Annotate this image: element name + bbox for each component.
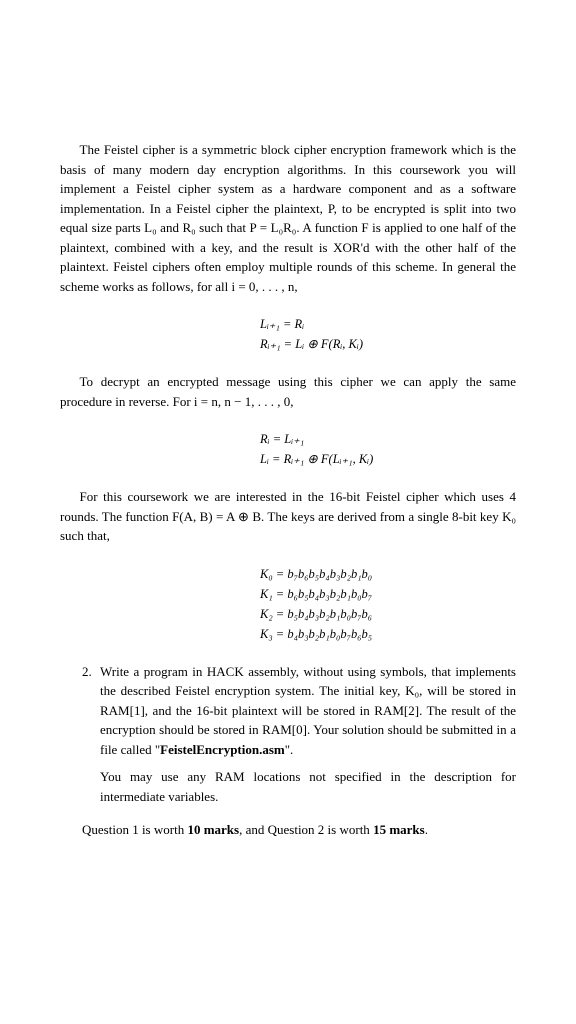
final-text-1: Question 1 is worth [82,822,187,837]
final-text-2: , and Question 2 is worth [239,822,373,837]
eq2-line2: Lᵢ = Rᵢ₊₁ ⊕ F(Lᵢ₊₁, Kᵢ) [260,449,516,469]
intro-paragraph: The Feistel cipher is a symmetric block … [60,140,516,296]
eq1-line1: Lᵢ₊₁ = Rᵢ [260,314,516,334]
final-text-3: . [425,822,428,837]
equation-block-2: Rᵢ = Lᵢ₊₁ Lᵢ = Rᵢ₊₁ ⊕ F(Lᵢ₊₁, Kᵢ) [60,429,516,469]
rounds-paragraph: For this coursework we are interested in… [60,487,516,546]
decrypt-paragraph: To decrypt an encrypted message using th… [60,372,516,411]
question-2-note: You may use any RAM locations not specif… [60,767,516,806]
eq3-line3: K₂ = b₅b₄b₃b₂b₁b₀b₇b₆ [260,604,516,624]
equation-block-1: Lᵢ₊₁ = Rᵢ Rᵢ₊₁ = Lᵢ ⊕ F(Rᵢ, Kᵢ) [60,314,516,354]
eq2-line1: Rᵢ = Lᵢ₊₁ [260,429,516,449]
question-2-item: 2. Write a program in HACK assembly, wit… [60,662,516,760]
question-number: 2. [82,662,100,760]
eq3-line2: K₁ = b₆b₅b₄b₃b₂b₁b₀b₇ [260,584,516,604]
marks-2-bold: 15 marks [373,822,425,837]
marks-summary: Question 1 is worth 10 marks, and Questi… [60,820,516,840]
eq1-line2: Rᵢ₊₁ = Lᵢ ⊕ F(Rᵢ, Kᵢ) [260,334,516,354]
filename-bold: FeistelEncryption.asm [160,742,285,757]
eq3-line4: K₃ = b₄b₃b₂b₁b₀b₇b₆b₅ [260,624,516,644]
marks-1-bold: 10 marks [187,822,239,837]
question-2-content: Write a program in HACK assembly, withou… [100,662,516,760]
question-2-end: ". [285,742,294,757]
eq3-line1: K₀ = b₇b₆b₅b₄b₃b₂b₁b₀ [260,564,516,584]
equation-block-3: K₀ = b₇b₆b₅b₄b₃b₂b₁b₀ K₁ = b₆b₅b₄b₃b₂b₁b… [60,564,516,644]
